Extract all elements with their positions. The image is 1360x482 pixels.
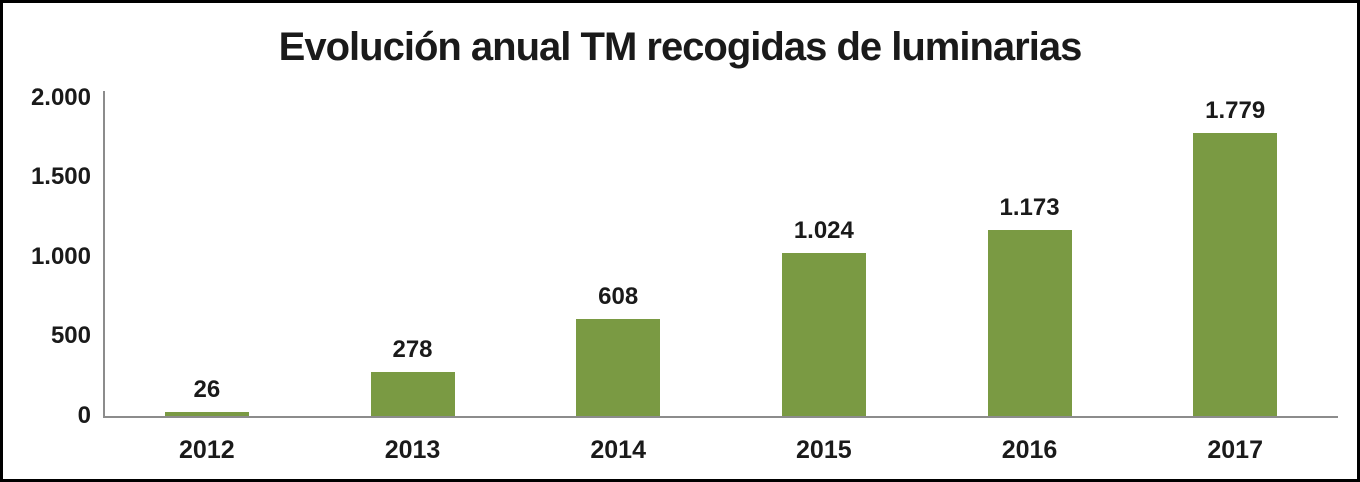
y-axis-tick-label: 1.000 — [30, 243, 91, 270]
y-axis-line — [103, 91, 105, 416]
plot-area: 2.000 1.500 1.000 500 0 26 2012 278 2013… — [31, 85, 1338, 464]
chart-title: Evolución anual TM recogidas de luminari… — [278, 25, 1083, 69]
x-axis-category-label: 2012 — [179, 436, 235, 464]
x-axis-category-label: 2015 — [796, 436, 852, 464]
bar-2017 — [1193, 133, 1278, 416]
x-axis-category-label: 2013 — [384, 436, 441, 464]
bar-series: 26 2012 278 2013 608 2014 1.024 2015 1.1 — [104, 97, 1338, 464]
x-axis-category-label: 2014 — [590, 436, 646, 464]
y-axis-tick-label: 2.000 — [30, 84, 91, 111]
bar-column-2017: 1.779 2017 — [1132, 97, 1338, 464]
bar-value-label: 1.173 — [999, 193, 1060, 221]
y-axis-tick-label: 500 — [50, 322, 91, 349]
bar-2014 — [576, 319, 661, 416]
bar-2013 — [370, 371, 455, 416]
bar-value-label: 278 — [392, 335, 433, 363]
bar-column-2014: 608 2014 — [515, 98, 721, 464]
bar-2012 — [164, 411, 249, 416]
bar-2016 — [987, 229, 1072, 416]
x-axis-category-label: 2017 — [1207, 436, 1263, 464]
bar-2015 — [781, 253, 866, 416]
bar-column-2015: 1.024 2015 — [721, 98, 927, 464]
bar-value-label: 26 — [193, 375, 221, 403]
x-axis-line — [103, 416, 1338, 418]
bar-value-label: 608 — [598, 283, 639, 311]
x-axis-category-label: 2016 — [1001, 436, 1058, 464]
bar-column-2013: 278 2013 — [310, 98, 516, 464]
bar-column-2016: 1.173 2016 — [927, 98, 1133, 464]
bar-column-2012: 26 2012 — [104, 98, 310, 464]
y-axis-tick-label: 1.500 — [30, 163, 91, 190]
bar-value-label: 1.024 — [793, 217, 854, 245]
bar-value-label: 1.779 — [1205, 97, 1266, 125]
y-axis-tick-label: 0 — [77, 402, 91, 429]
